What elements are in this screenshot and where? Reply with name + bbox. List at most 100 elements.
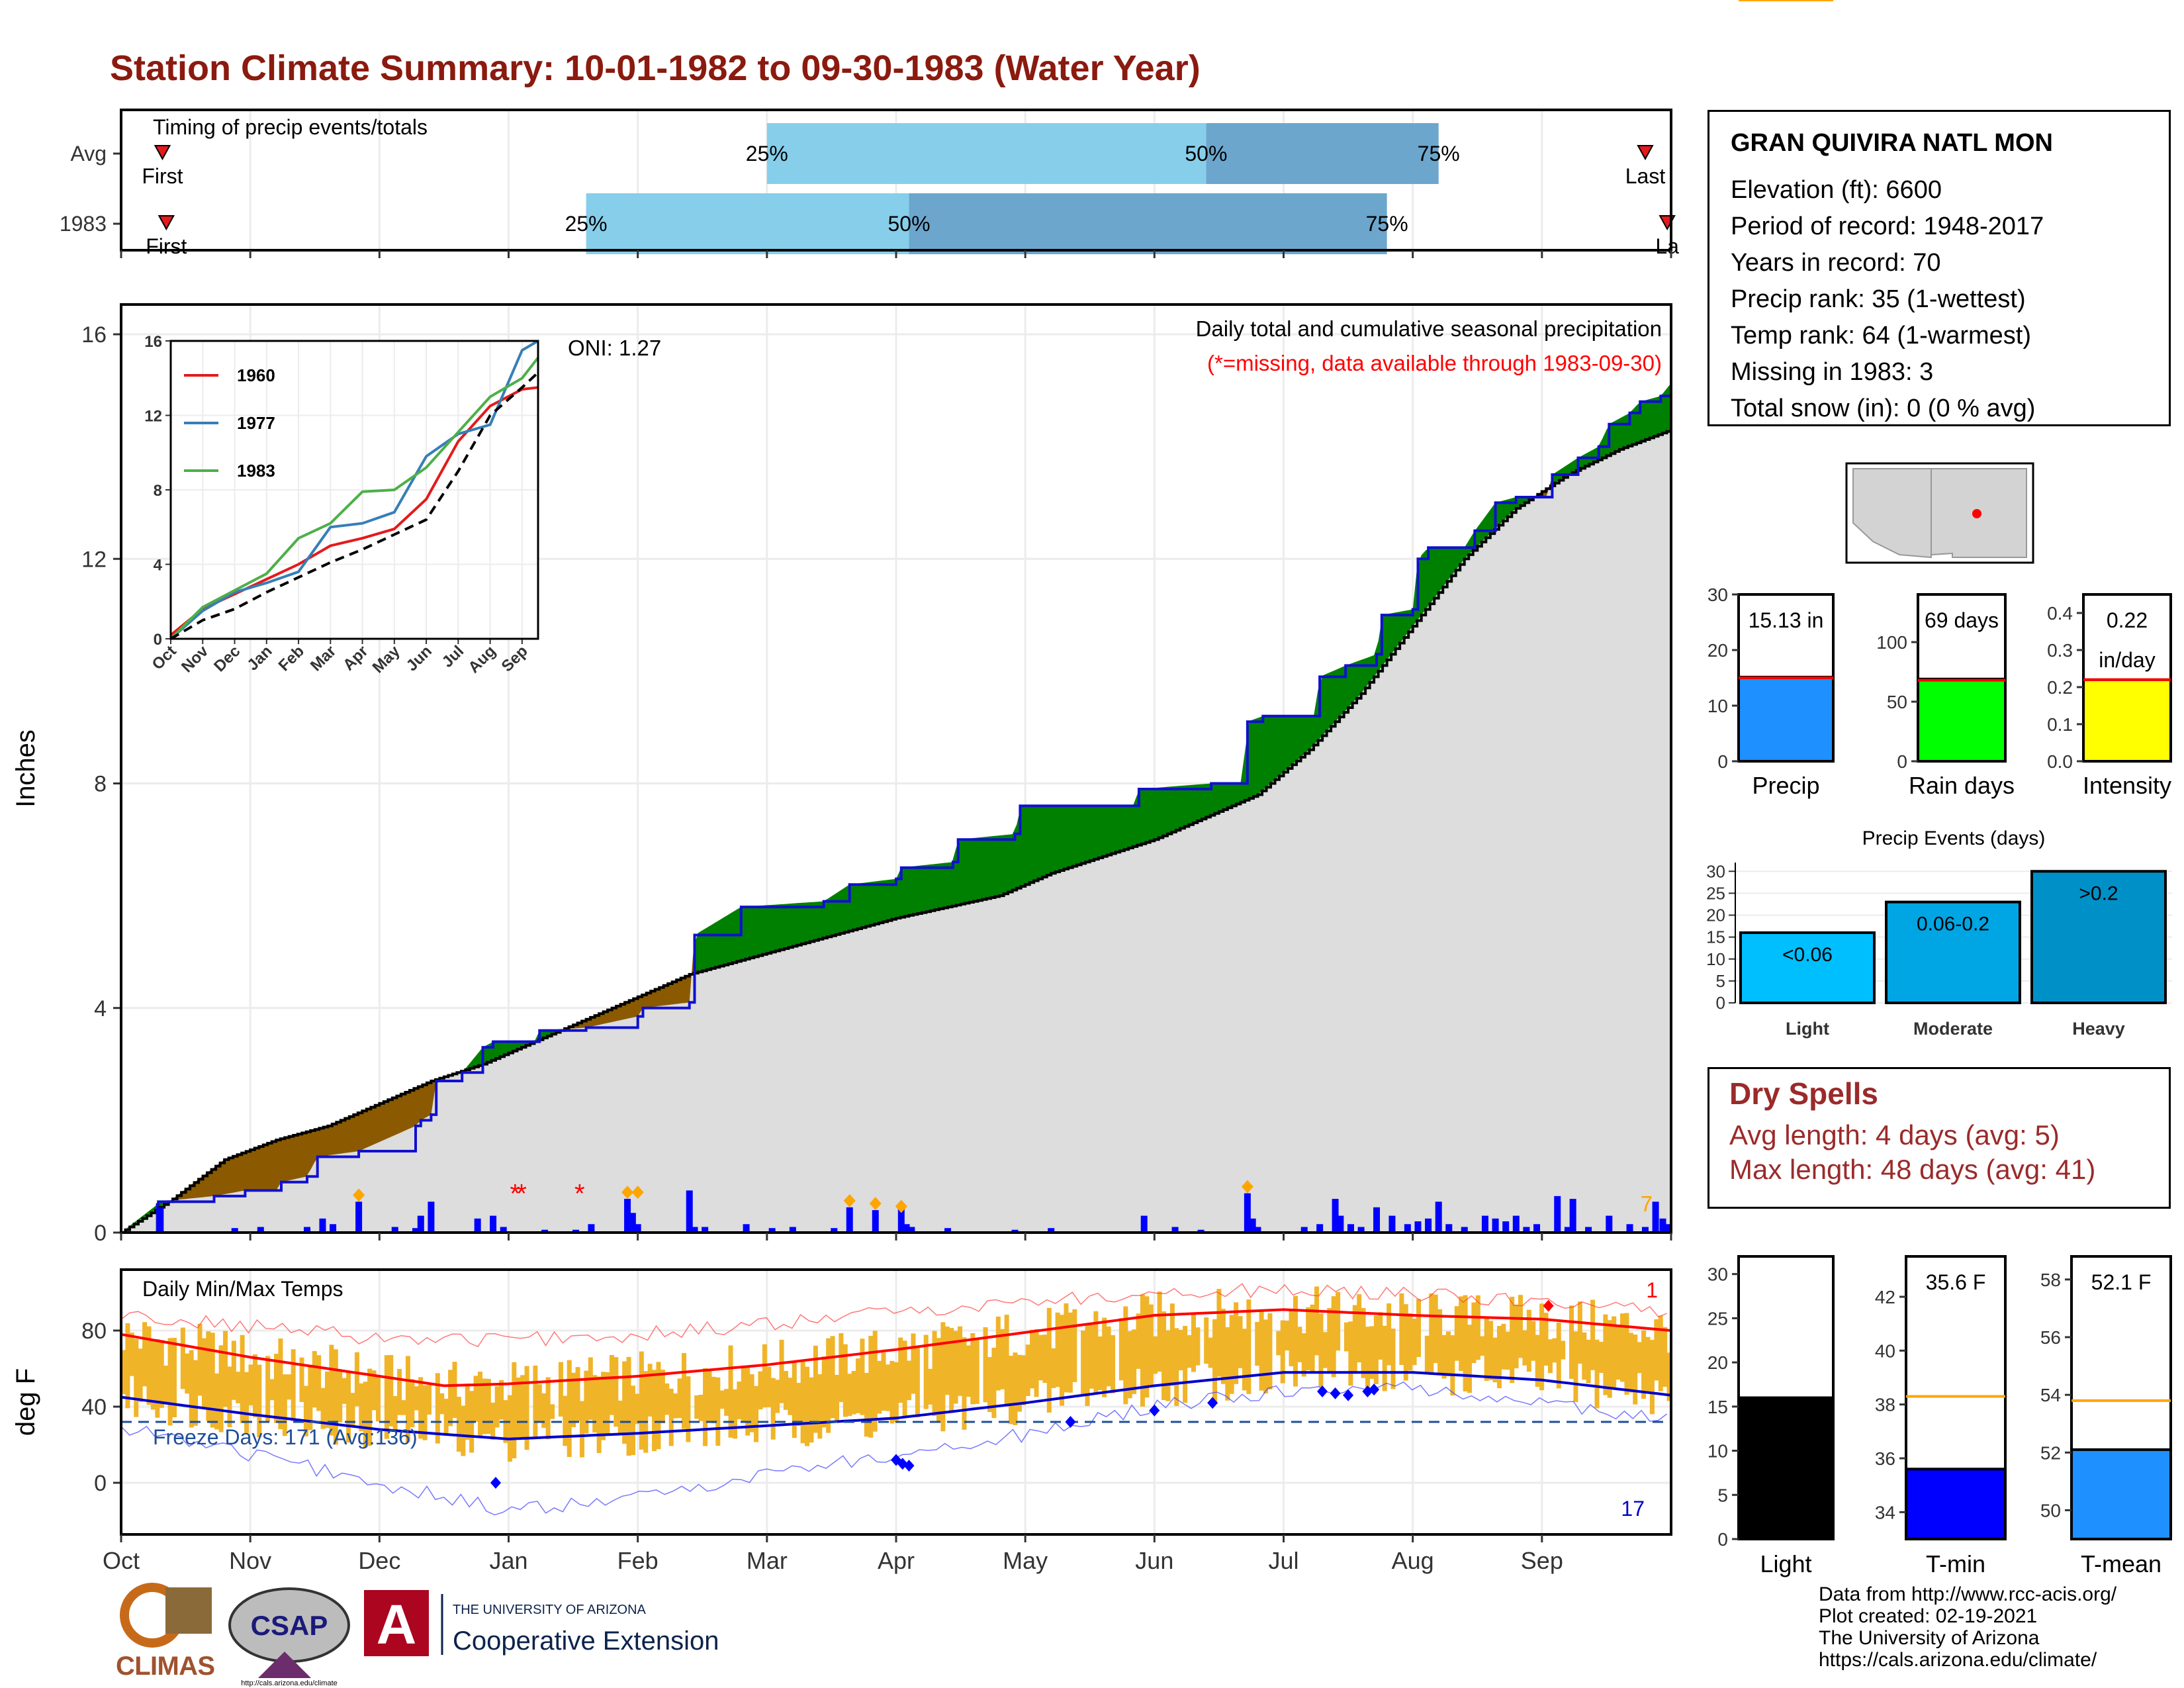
daily-temp-bar — [146, 1326, 152, 1405]
daily-temp-bar — [872, 1331, 878, 1432]
daily-temp-bar — [1586, 1339, 1591, 1383]
daily-temp-bar — [401, 1400, 406, 1415]
daily-temp-bar — [142, 1322, 148, 1387]
daily-precip-bar — [702, 1227, 709, 1233]
daily-temp-bar — [686, 1376, 691, 1442]
normal-low-line — [120, 1371, 1672, 1440]
daily-temp-bar — [864, 1372, 869, 1437]
daily-temp-bar — [1081, 1331, 1086, 1396]
daily-precip-bar — [1197, 1229, 1205, 1233]
summary-y-tick-label: 0.4 — [2047, 603, 2073, 624]
temp-y-tick-label: 40 — [81, 1395, 107, 1420]
daily-precip-bar — [872, 1210, 879, 1233]
oni-value: ONI: 1.27 — [568, 336, 661, 360]
daily-temp-bar — [384, 1355, 389, 1439]
daily-precip-bar — [391, 1227, 398, 1233]
daily-temp-bar — [839, 1333, 844, 1403]
daily-precip-bar — [412, 1228, 419, 1233]
daily-temp-bar — [448, 1370, 453, 1427]
record-low-marker — [1317, 1385, 1328, 1397]
heavy-event-marker — [869, 1197, 882, 1211]
daily-precip-bar — [1569, 1199, 1576, 1233]
daily-precip-bar — [1641, 1227, 1649, 1233]
daily-temp-bar — [1484, 1317, 1489, 1381]
daily-temp-bar — [609, 1354, 614, 1415]
daily-precip-bar — [1011, 1229, 1019, 1233]
daily-temp-bar — [826, 1338, 831, 1433]
daily-precip-bar — [846, 1207, 853, 1233]
summary-y-tick-label: 30 — [1707, 1264, 1728, 1285]
station-temp-rank: Temp rank: 64 (1-warmest) — [1731, 322, 2032, 350]
daily-temp-bar — [754, 1385, 759, 1442]
daily-temp-bar — [1310, 1304, 1315, 1372]
daily-temp-bar — [715, 1377, 721, 1446]
daily-temp-bar — [983, 1327, 988, 1403]
daily-temp-bar — [626, 1356, 631, 1456]
daily-temp-bar — [1093, 1311, 1099, 1393]
daily-temp-bar — [499, 1380, 504, 1420]
daily-temp-bar — [516, 1377, 521, 1438]
daily-temp-bar — [350, 1393, 355, 1427]
daily-temp-bar — [1327, 1307, 1332, 1372]
summary-bar-value — [1737, 675, 1835, 763]
daily-precip-bar — [1254, 1227, 1261, 1233]
daily-temp-bar — [1238, 1316, 1243, 1368]
daily-temp-bar — [494, 1386, 500, 1428]
precip-event-category-label: Light — [1786, 1019, 1829, 1039]
daily-precip-bar — [1585, 1227, 1592, 1233]
daily-temp-bar — [405, 1356, 410, 1442]
daily-temp-bar — [1569, 1305, 1574, 1379]
credit-plot-created: Plot created: 02-19-2021 — [1819, 1605, 2038, 1627]
daily-temp-bar — [1445, 1331, 1451, 1377]
daily-temp-bar — [1285, 1320, 1290, 1351]
daily-temp-bar — [486, 1378, 491, 1434]
daily-temp-bar — [953, 1331, 958, 1404]
daily-temp-bar — [584, 1370, 589, 1434]
daily-precip-bar — [1414, 1221, 1422, 1233]
daily-temp-bar — [1505, 1331, 1510, 1370]
heavy-event-marker — [631, 1186, 644, 1199]
daily-temp-bar — [507, 1395, 512, 1462]
daily-temp-bar — [320, 1387, 326, 1429]
daily-precip-bar — [500, 1227, 507, 1233]
daily-temp-bar — [278, 1338, 283, 1429]
daily-precip-bar — [1171, 1227, 1179, 1233]
corner-count: 7 — [1641, 1192, 1653, 1216]
daily-temp-bar — [443, 1399, 449, 1436]
daily-temp-bar — [1590, 1299, 1596, 1370]
daily-temp-bar — [766, 1366, 772, 1407]
precip-y-axis-label: Inches — [11, 729, 40, 808]
daily-precip-bar — [691, 1227, 698, 1233]
summary-category-label: T-mean — [2081, 1550, 2161, 1577]
daily-temp-bar — [944, 1326, 950, 1395]
missing-note: (*=missing, data available through 1983-… — [1207, 351, 1662, 375]
daily-temp-bar — [1649, 1340, 1655, 1415]
daily-temp-bar — [1127, 1331, 1132, 1399]
state-map — [1845, 462, 2034, 564]
precip-event-category-label: Moderate — [1913, 1019, 1993, 1039]
credit-data-source: Data from http://www.rcc-acis.org/ — [1819, 1583, 2117, 1605]
month-label: May — [1003, 1547, 1048, 1574]
daily-temp-bar — [1543, 1313, 1549, 1366]
timing-pct-label: 50% — [887, 212, 930, 236]
daily-temp-bar — [257, 1364, 262, 1438]
daily-precip-bar — [1048, 1228, 1055, 1233]
summary-y-tick-label: 34 — [1875, 1502, 1895, 1523]
summary-y-tick-label: 0 — [1717, 751, 1728, 772]
inset-legend-label: 1960 — [237, 365, 275, 385]
daily-temp-bar — [167, 1338, 173, 1426]
daily-precip-bar — [588, 1224, 595, 1233]
summary-y-tick-label: 52 — [2040, 1442, 2061, 1463]
daily-temp-bar — [1118, 1318, 1124, 1381]
inset-legend-label: 1983 — [237, 461, 275, 481]
daily-temp-bar — [711, 1376, 716, 1424]
daily-temp-bar — [520, 1375, 525, 1439]
daily-temp-bar — [617, 1400, 623, 1434]
daily-temp-bar — [728, 1345, 733, 1438]
daily-precip-bar — [1244, 1193, 1251, 1233]
daily-precip-bar — [319, 1218, 326, 1233]
daily-temp-bar — [1038, 1335, 1043, 1381]
daily-temp-bar — [668, 1388, 674, 1446]
timing-pct-label: 75% — [1366, 212, 1408, 236]
daily-temp-bar — [346, 1372, 351, 1443]
